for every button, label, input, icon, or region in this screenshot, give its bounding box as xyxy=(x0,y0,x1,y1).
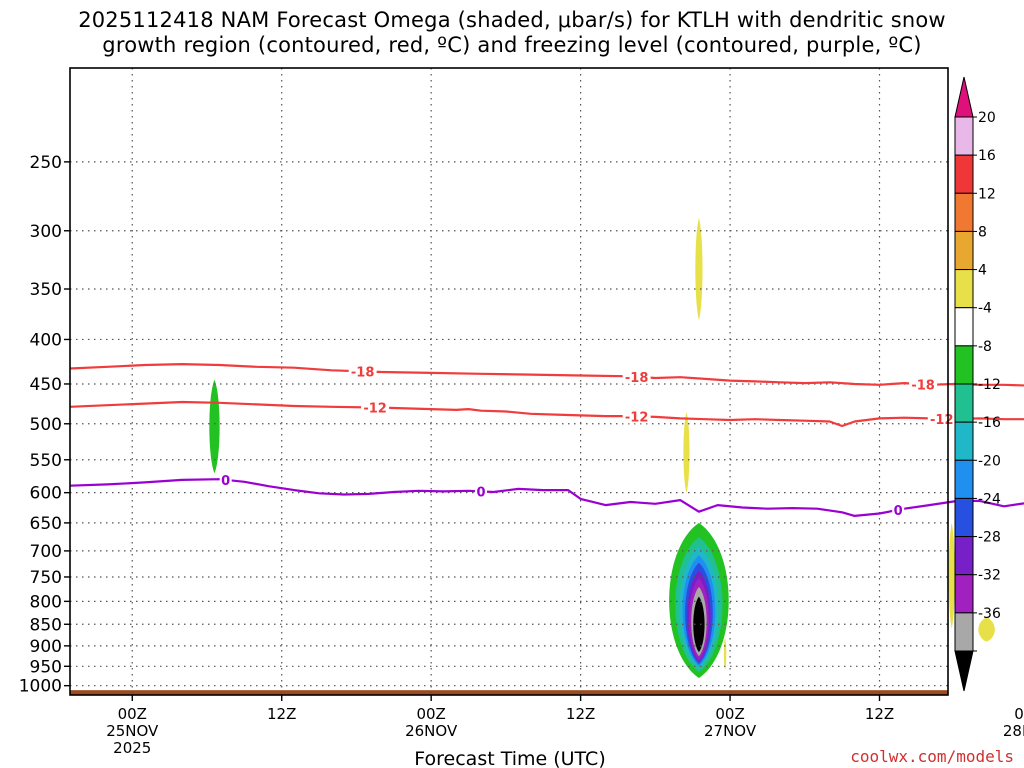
contour-label: -12 xyxy=(363,401,387,416)
omega-yellow-mid-1 xyxy=(683,412,690,493)
contour-label: -18 xyxy=(351,365,375,380)
contour-label-bg xyxy=(219,472,232,487)
y-tick-label: 250 xyxy=(30,153,62,173)
x-tick-label: 25NOV xyxy=(106,722,159,740)
x-tick-label: 27NOV xyxy=(704,722,757,740)
x-axis-label: Forecast Time (UTC) xyxy=(414,748,605,768)
x-tick-label: 00Z xyxy=(118,705,147,723)
omega-yellow-mid-2 xyxy=(948,522,955,629)
contour-label: -12 xyxy=(930,413,954,428)
colorbar-swatch xyxy=(954,574,974,614)
colorbar-label: -24 xyxy=(978,491,1001,507)
y-tick-label: 1000 xyxy=(19,677,62,697)
ground-layer xyxy=(70,690,948,695)
y-tick-label: 750 xyxy=(30,568,62,588)
contour-line-0 xyxy=(69,478,1024,517)
contour-label-bg xyxy=(361,400,390,415)
colorbar-swatch xyxy=(954,459,974,499)
colorbar-label: -28 xyxy=(978,530,1001,546)
contour-label-bg xyxy=(622,369,651,384)
x-tick-label: 00Z xyxy=(416,705,445,723)
contour-label-bg xyxy=(474,484,487,499)
colorbar-label: 12 xyxy=(978,186,996,202)
contour-label-bg xyxy=(622,409,651,424)
x-tick-label: 2025 xyxy=(113,739,151,757)
y-tick-label: 300 xyxy=(30,222,62,242)
colorbar-label: -20 xyxy=(978,453,1001,469)
y-tick-label: 550 xyxy=(30,451,62,471)
colorbar-label: 16 xyxy=(978,148,996,164)
contour-label: -12 xyxy=(625,410,649,425)
colorbar-label: -36 xyxy=(978,606,1001,622)
y-tick-label: 800 xyxy=(30,592,62,612)
contour-label-bg xyxy=(909,377,938,392)
contour-label: -18 xyxy=(911,378,935,393)
omega-yellow-low-2 xyxy=(723,637,727,671)
colorbar: 20 16 12 8 4 -4 -8 -12 -16 -20 -24 -28 -32 -36 xyxy=(954,76,1001,692)
omega-yellow-low-1 xyxy=(978,617,995,642)
chart-title-line-1: 2025112418 NAM Forecast Omega (shaded, μ… xyxy=(78,8,946,32)
x-tick-label: 12Z xyxy=(566,705,595,723)
contour-layer: -18 -18 -18 -12 -12 -12 0 0 0 xyxy=(69,363,1024,519)
colorbar-swatch xyxy=(954,230,974,271)
contour-label: 0 xyxy=(894,504,903,519)
site-credit: coolwx.com/models xyxy=(850,747,1014,766)
colorbar-swatch xyxy=(954,307,974,347)
colorbar-label: 8 xyxy=(978,224,987,240)
x-tick-label: 00Z xyxy=(1014,705,1024,723)
y-tick-label: 400 xyxy=(30,330,62,350)
colorbar-swatch xyxy=(954,192,974,232)
contour-line--12 xyxy=(69,400,1024,428)
plot-frame xyxy=(69,67,949,696)
contour-label: 0 xyxy=(476,485,485,500)
axis-layer: 2503003504004505005506006507007508008509… xyxy=(19,67,1024,757)
y-tick-label: 900 xyxy=(30,637,62,657)
colorbar-label: -4 xyxy=(978,301,992,317)
chart-title-line-2: growth region (contoured, red, ºC) and f… xyxy=(102,33,922,57)
grid-layer xyxy=(70,68,948,695)
x-tick-label: 28NOV xyxy=(1003,722,1024,740)
colorbar-swatch xyxy=(954,612,974,652)
y-tick-label: 850 xyxy=(30,615,62,635)
y-tick-label: 700 xyxy=(30,542,62,562)
colorbar-label: -12 xyxy=(978,377,1001,393)
colorbar-label: 4 xyxy=(978,263,987,279)
colorbar-under-arrow xyxy=(954,650,974,692)
y-tick-label: 950 xyxy=(30,657,62,677)
ground-strip xyxy=(70,690,948,695)
contour-label: 0 xyxy=(221,474,230,489)
omega-core-band-8 xyxy=(693,596,705,653)
colorbar-swatch xyxy=(954,536,974,576)
colorbar-swatch xyxy=(954,345,974,385)
y-tick-label: 500 xyxy=(30,415,62,435)
colorbar-label: -8 xyxy=(978,339,992,355)
colorbar-label: 20 xyxy=(978,110,996,126)
y-tick-label: 650 xyxy=(30,514,62,534)
colorbar-swatch xyxy=(954,269,974,309)
contour-label: -18 xyxy=(625,371,649,386)
colorbar-swatch xyxy=(954,497,974,538)
contour-line--18 xyxy=(69,363,1024,387)
x-tick-label: 12Z xyxy=(267,705,296,723)
x-tick-label: 26NOV xyxy=(405,722,458,740)
colorbar-swatch xyxy=(954,383,974,423)
colorbar-swatch xyxy=(954,421,974,461)
omega-shading-layer xyxy=(209,217,995,679)
x-tick-label: 00Z xyxy=(715,705,744,723)
contour-label-bg xyxy=(892,502,905,517)
colorbar-swatch xyxy=(954,116,974,156)
colorbar-swatch xyxy=(954,154,974,194)
y-tick-label: 600 xyxy=(30,484,62,504)
omega-yellow-upper-1 xyxy=(695,217,703,321)
x-tick-label: 12Z xyxy=(865,705,894,723)
contour-label-bg xyxy=(348,364,377,379)
y-tick-label: 350 xyxy=(30,280,62,300)
colorbar-label: -16 xyxy=(978,415,1001,431)
y-tick-label: 450 xyxy=(30,375,62,395)
colorbar-over-arrow xyxy=(954,76,974,118)
colorbar-label: -32 xyxy=(978,568,1001,584)
